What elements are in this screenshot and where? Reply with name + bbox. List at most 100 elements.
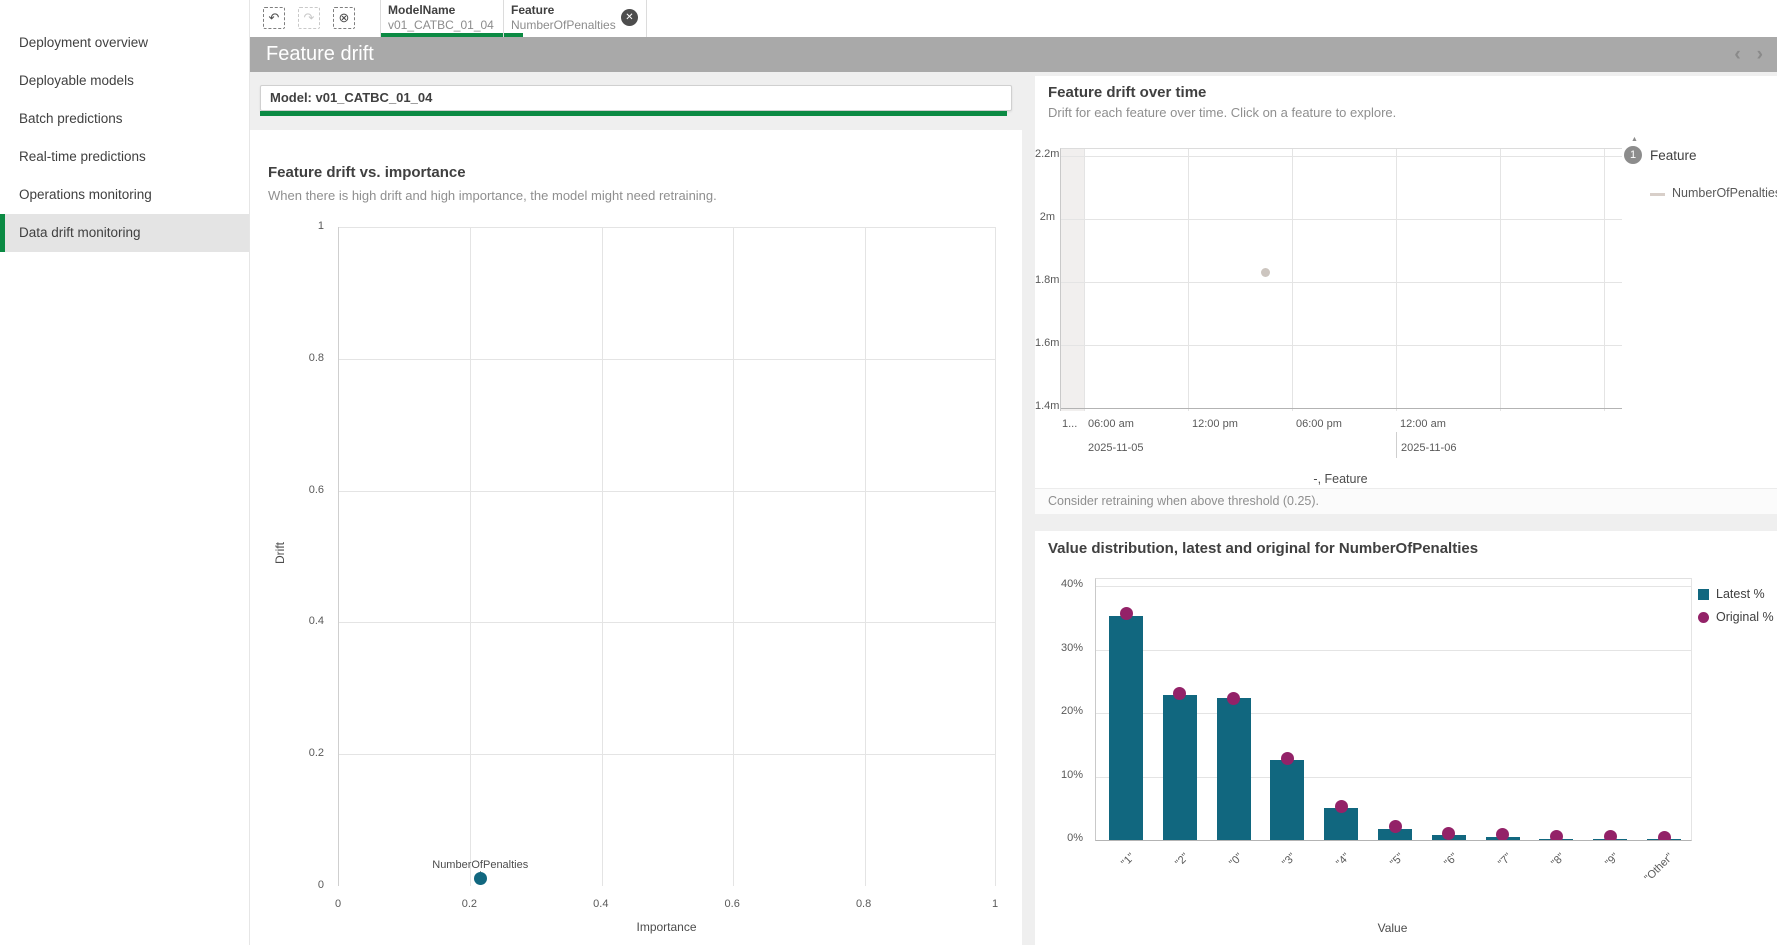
legend-circle-swatch	[1698, 612, 1709, 623]
sheet-header: Feature drift ‹ ›	[250, 37, 1777, 72]
y-tick-label: 1.8m	[1035, 274, 1055, 286]
time-axis-dates: 2025-11-052025-11-06	[1060, 442, 1621, 458]
legend-item[interactable]: NumberOfPenalties	[1672, 186, 1777, 200]
prev-sheet-icon[interactable]: ‹	[1734, 37, 1740, 72]
y-tick-label: 10%	[1061, 769, 1083, 781]
sidebar-list: Deployment overview Deployable models Ba…	[0, 0, 249, 252]
gridline	[602, 227, 603, 886]
x-category-label: "8"	[1550, 851, 1568, 869]
sidebar-item-deployment-overview[interactable]: Deployment overview	[0, 24, 249, 62]
clear-selection-icon[interactable]: ✕	[621, 9, 638, 26]
x-axis-labels: "1""2""0""3""4""5""6""7""8""9""Other"	[1095, 843, 1690, 913]
dot-original-pct[interactable]	[1281, 752, 1294, 765]
sort-ascending-icon[interactable]: ▲	[1631, 136, 1638, 143]
gridline	[1604, 149, 1605, 411]
gridline	[1188, 149, 1189, 411]
app-root: Deployment overview Deployable models Ba…	[0, 0, 1777, 945]
step-back-selection-icon[interactable]: ↶	[263, 7, 285, 29]
x-tick-label: 0.4	[581, 898, 621, 910]
scatter-data-point[interactable]	[474, 872, 487, 885]
dot-original-pct[interactable]	[1658, 831, 1671, 841]
dot-original-pct[interactable]	[1335, 800, 1348, 813]
panel-value-distribution: Value distribution, latest and original …	[1035, 531, 1777, 945]
legend-label: Original %	[1716, 610, 1774, 624]
x-category-label: "4"	[1334, 851, 1352, 869]
bar-latest-pct[interactable]	[1270, 760, 1304, 840]
x-tick-label: 1	[975, 898, 1015, 910]
x-tick-label: 0	[318, 898, 358, 910]
bar-latest-pct[interactable]	[1324, 808, 1358, 840]
dot-original-pct[interactable]	[1442, 827, 1455, 840]
dot-original-pct[interactable]	[1120, 607, 1133, 620]
dot-original-pct[interactable]	[1550, 830, 1563, 841]
scatter-chart[interactable]: NumberOfPenalties	[338, 227, 996, 886]
sheet-title: Feature drift	[266, 37, 374, 72]
data-point-label: NumberOfPenalties	[400, 859, 560, 871]
sidebar-item-operations-monitoring[interactable]: Operations monitoring	[0, 176, 249, 214]
gridline	[1396, 149, 1397, 411]
date-label: 2025-11-05	[1088, 442, 1143, 454]
step-forward-selection-icon[interactable]: ↷	[298, 7, 320, 29]
sidebar-item-data-drift-monitoring[interactable]: Data drift monitoring	[0, 214, 249, 252]
sidebar-item-deployable-models[interactable]: Deployable models	[0, 62, 249, 100]
gridline	[1096, 586, 1691, 587]
gridline	[733, 227, 734, 886]
gridline	[1061, 408, 1622, 409]
legend-count-badge: 1	[1624, 146, 1642, 164]
panel-feature-drift-over-time: Feature drift over time Drift for each f…	[1035, 76, 1777, 514]
panel-subtitle: Drift for each feature over time. Click …	[1048, 105, 1396, 120]
y-tick-label: 20%	[1061, 705, 1083, 717]
sidebar-item-real-time-predictions[interactable]: Real-time predictions	[0, 138, 249, 176]
gridline	[470, 227, 471, 886]
y-tick-label: 0.4	[309, 615, 324, 627]
legend-item-latest[interactable]: Latest %	[1698, 586, 1776, 609]
selection-chips: ModelName v01_CATBC_01_04 Feature Number…	[380, 0, 647, 37]
x-tick-label: 12:00 am	[1400, 418, 1446, 430]
panel-title: Value distribution, latest and original …	[1048, 540, 1478, 557]
selection-chip-feature[interactable]: Feature NumberOfPenalties ✕	[503, 0, 647, 37]
line-chart[interactable]	[1060, 148, 1622, 411]
y-tick-label: 0%	[1067, 832, 1083, 844]
bar-latest-pct[interactable]	[1163, 695, 1197, 840]
selection-chip-modelname[interactable]: ModelName v01_CATBC_01_04	[380, 0, 503, 37]
gridline	[339, 491, 996, 492]
gridline	[1061, 345, 1622, 346]
y-axis-ticks: 40%30%20%10%0%	[1049, 578, 1089, 839]
x-axis-title: Importance	[338, 920, 995, 934]
legend-title: Feature	[1650, 148, 1697, 163]
bar-chart[interactable]	[1095, 578, 1692, 841]
x-axis-caption: -, Feature	[1060, 472, 1621, 486]
model-filter[interactable]: Model: v01_CATBC_01_04	[260, 85, 1012, 111]
sidebar-item-batch-predictions[interactable]: Batch predictions	[0, 100, 249, 138]
y-tick-label: 40%	[1061, 578, 1083, 590]
next-sheet-icon[interactable]: ›	[1757, 37, 1763, 72]
y-tick-label: 1	[318, 220, 324, 232]
gridline	[1061, 282, 1622, 283]
legend-item-original[interactable]: Original %	[1698, 609, 1776, 632]
dot-original-pct[interactable]	[1604, 830, 1617, 841]
sheet-nav: ‹ ›	[1734, 37, 1763, 72]
dot-original-pct[interactable]	[1389, 820, 1402, 833]
line-data-point[interactable]	[1261, 268, 1270, 277]
panel-feature-drift-vs-importance: Feature drift vs. importance When there …	[250, 130, 1022, 945]
legend-square-swatch	[1698, 589, 1709, 600]
x-category-label: "5"	[1388, 851, 1406, 869]
bar-latest-pct[interactable]	[1217, 698, 1251, 840]
x-category-label: "9"	[1603, 851, 1621, 869]
clear-all-selections-icon[interactable]: ⊗	[333, 7, 355, 29]
dot-original-pct[interactable]	[1227, 692, 1240, 705]
panel-title: Feature drift over time	[1048, 84, 1206, 101]
y-tick-label: 0.6	[309, 484, 324, 496]
chip-field-label: Feature	[511, 3, 554, 17]
y-tick-label: 0.2	[309, 747, 324, 759]
x-axis-ticks: 00.20.40.60.81	[338, 898, 995, 914]
legend-line-swatch	[1650, 193, 1665, 196]
y-tick-label: 2m	[1035, 211, 1055, 223]
selection-buttons: ↶ ↷ ⊗	[263, 7, 355, 29]
x-tick-label: 06:00 am	[1088, 418, 1134, 430]
bar-latest-pct[interactable]	[1109, 616, 1143, 840]
y-tick-label: 1.4m	[1035, 400, 1055, 412]
x-category-label: "1"	[1119, 851, 1137, 869]
y-tick-label: 1.6m	[1035, 337, 1055, 349]
x-tick-label: 1...	[1062, 418, 1077, 430]
